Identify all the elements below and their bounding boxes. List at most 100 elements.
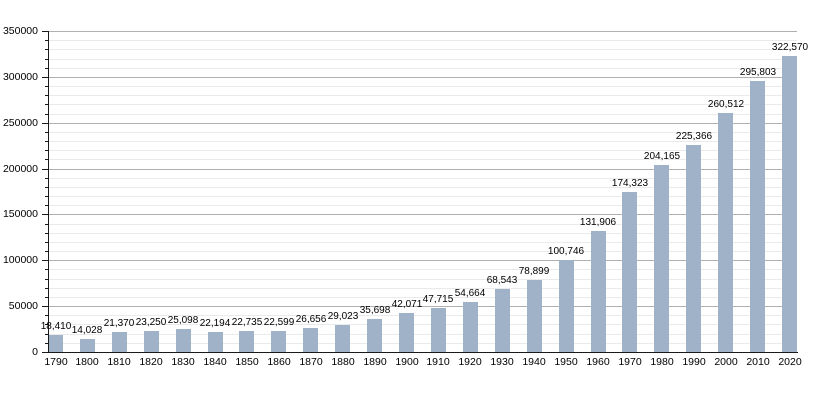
y-axis-tick: [45, 132, 48, 133]
bar-value-label: 18,410: [40, 321, 72, 332]
y-axis-tick: [45, 242, 48, 243]
bar-value-label: 22,735: [231, 317, 263, 328]
y-tick-label: 300000: [2, 71, 38, 83]
x-tick-label: 1910: [426, 356, 450, 368]
bar-value-label: 22,194: [199, 318, 231, 329]
minor-gridline: [48, 104, 797, 105]
minor-gridline: [48, 279, 797, 280]
bar-2000: [718, 113, 733, 352]
y-axis-tick: [45, 104, 48, 105]
bar-value-label: 21,370: [103, 318, 135, 329]
bar-1820: [144, 331, 159, 352]
bar-2020: [782, 56, 797, 352]
bar-value-label: 54,664: [454, 288, 486, 299]
y-axis-tick: [45, 343, 48, 344]
y-axis-tick: [42, 77, 48, 78]
y-axis-tick: [42, 31, 48, 32]
x-tick-label: 1840: [203, 356, 227, 368]
minor-gridline: [48, 86, 797, 87]
x-tick-label: 1870: [299, 356, 323, 368]
y-tick-label: 200000: [2, 163, 38, 175]
bar-1990: [686, 145, 701, 352]
bar-value-label: 204,165: [643, 151, 681, 162]
bar-1940: [527, 280, 542, 352]
x-tick-label: 1800: [75, 356, 99, 368]
bar-1980: [654, 165, 669, 352]
bar-1930: [495, 289, 510, 352]
y-axis-tick: [45, 178, 48, 179]
x-tick-label: 1830: [171, 356, 195, 368]
minor-gridline: [48, 251, 797, 252]
x-tick-label: 2010: [746, 356, 770, 368]
bar-1810: [112, 332, 127, 352]
major-gridline: [48, 31, 797, 32]
minor-gridline: [48, 40, 797, 41]
minor-gridline: [48, 196, 797, 197]
y-axis-tick: [42, 260, 48, 261]
bar-value-label: 22,599: [263, 317, 295, 328]
y-axis-tick: [45, 150, 48, 151]
minor-gridline: [48, 68, 797, 69]
x-tick-label: 1920: [458, 356, 482, 368]
bar-2010: [750, 81, 765, 352]
bar-value-label: 260,512: [707, 99, 745, 110]
minor-gridline: [48, 187, 797, 188]
y-axis-tick: [45, 205, 48, 206]
minor-gridline: [48, 114, 797, 115]
y-axis-tick: [45, 40, 48, 41]
bar-1890: [367, 319, 382, 352]
y-axis-tick: [45, 196, 48, 197]
y-axis-tick: [42, 169, 48, 170]
bar-value-label: 23,250: [135, 317, 167, 328]
y-tick-label: 50000: [8, 300, 38, 312]
bar-value-label: 295,803: [739, 67, 777, 78]
major-gridline: [48, 214, 797, 215]
y-axis-tick: [42, 123, 48, 124]
y-axis-tick: [45, 159, 48, 160]
minor-gridline: [48, 288, 797, 289]
minor-gridline: [48, 159, 797, 160]
y-axis-tick: [45, 49, 48, 50]
y-axis-tick: [45, 251, 48, 252]
y-axis-tick: [45, 269, 48, 270]
y-axis-tick: [45, 59, 48, 60]
bar-value-label: 174,323: [611, 178, 649, 189]
y-axis-tick: [45, 114, 48, 115]
minor-gridline: [48, 224, 797, 225]
bar-value-label: 131,906: [579, 217, 617, 228]
bar-value-label: 29,023: [327, 311, 359, 322]
bar-value-label: 47,715: [422, 294, 454, 305]
x-tick-label: 1960: [586, 356, 610, 368]
bar-value-label: 78,899: [518, 266, 550, 277]
bar-1860: [271, 331, 286, 352]
minor-gridline: [48, 343, 797, 344]
minor-gridline: [48, 95, 797, 96]
y-axis-tick: [42, 352, 48, 353]
x-tick-label: 2000: [714, 356, 738, 368]
minor-gridline: [48, 205, 797, 206]
minor-gridline: [48, 334, 797, 335]
bar-1970: [622, 192, 637, 352]
minor-gridline: [48, 59, 797, 60]
y-axis-tick: [45, 324, 48, 325]
x-tick-label: 1930: [490, 356, 514, 368]
x-tick-label: 1880: [331, 356, 355, 368]
y-axis-line: [48, 31, 49, 353]
y-tick-label: 350000: [2, 25, 38, 37]
y-tick-label: 100000: [2, 254, 38, 266]
major-gridline: [48, 77, 797, 78]
y-axis-tick: [45, 297, 48, 298]
x-tick-label: 1810: [107, 356, 131, 368]
major-gridline: [48, 260, 797, 261]
x-tick-label: 1950: [554, 356, 578, 368]
minor-gridline: [48, 242, 797, 243]
bar-value-label: 14,028: [71, 325, 103, 336]
major-gridline: [48, 123, 797, 124]
bar-value-label: 322,570: [771, 42, 809, 53]
y-axis-tick: [45, 224, 48, 225]
y-axis-tick: [45, 288, 48, 289]
x-tick-label: 1820: [139, 356, 163, 368]
y-tick-label: 150000: [2, 208, 38, 220]
x-tick-label: 1900: [395, 356, 419, 368]
